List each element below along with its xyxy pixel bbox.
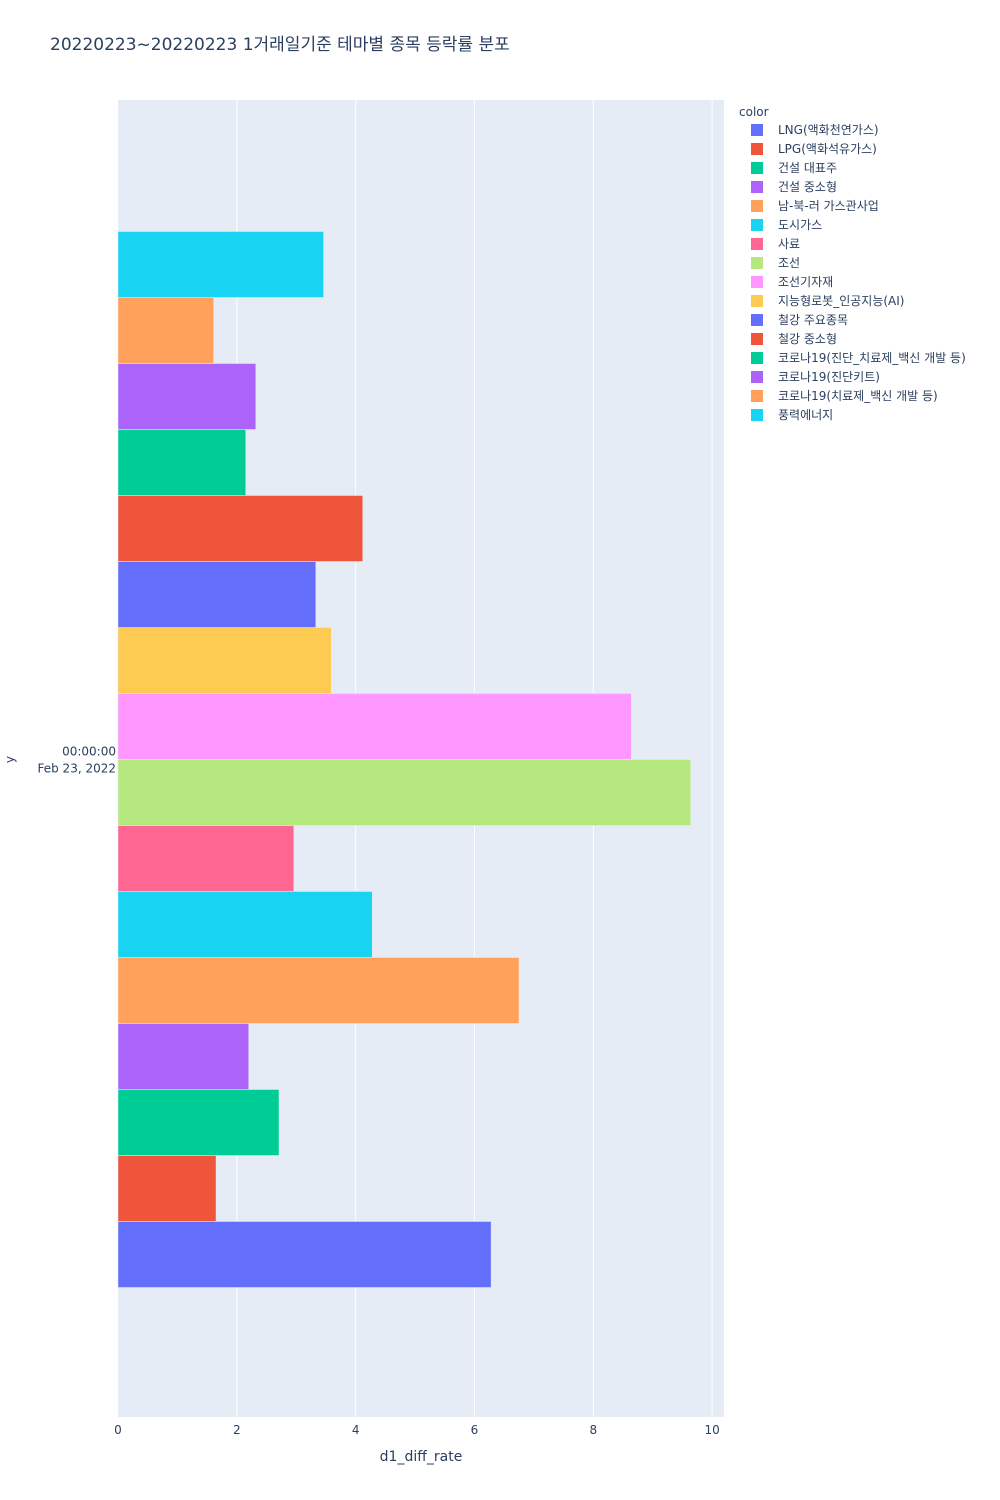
legend-label-7: 조선 bbox=[778, 256, 800, 270]
legend-swatch-10 bbox=[751, 314, 763, 326]
x-tick-label-8: 8 bbox=[589, 1423, 597, 1437]
bar-13 bbox=[117, 363, 257, 430]
legend-swatch-11 bbox=[751, 333, 763, 345]
legend-swatch-2 bbox=[751, 162, 763, 174]
y-axis-title: y bbox=[3, 756, 17, 763]
bar-15 bbox=[117, 231, 324, 298]
legend-label-13: 코로나19(진단키트) bbox=[778, 370, 880, 384]
legend-label-5: 도시가스 bbox=[778, 218, 822, 232]
legend-label-1: LPG(액화석유가스) bbox=[778, 142, 877, 156]
bar-6 bbox=[117, 825, 295, 892]
legend-swatch-6 bbox=[751, 238, 763, 250]
legend-swatch-0 bbox=[751, 124, 763, 136]
legend-swatch-12 bbox=[751, 352, 763, 364]
legend-label-0: LNG(액화천연가스) bbox=[778, 122, 879, 137]
legend-swatch-9 bbox=[751, 295, 763, 307]
x-tick-label-10: 10 bbox=[704, 1423, 719, 1437]
bar-1 bbox=[117, 1155, 217, 1222]
x-tick-label-2: 2 bbox=[233, 1423, 241, 1437]
bar-8 bbox=[117, 693, 632, 760]
legend-label-4: 남-북-러 가스관사업 bbox=[778, 199, 879, 213]
legend-swatch-13 bbox=[751, 371, 763, 383]
legend-swatch-8 bbox=[751, 276, 763, 288]
x-tick-label-0: 0 bbox=[114, 1423, 122, 1437]
bar-14 bbox=[117, 297, 214, 364]
bar-0 bbox=[117, 1221, 492, 1288]
bar-3 bbox=[117, 1023, 249, 1090]
legend-swatch-1 bbox=[751, 143, 763, 155]
x-tick-label-4: 4 bbox=[352, 1423, 360, 1437]
y-tick-label-time: 00:00:00 bbox=[62, 745, 116, 759]
bar-2 bbox=[117, 1089, 280, 1156]
bar-10 bbox=[117, 561, 317, 628]
bar-5 bbox=[117, 891, 373, 958]
x-tick-label-6: 6 bbox=[471, 1423, 479, 1437]
bar-7 bbox=[117, 759, 691, 826]
legend-swatch-14 bbox=[751, 390, 763, 402]
x-axis-ticks: 0 2 4 6 8 10 bbox=[114, 1423, 720, 1437]
legend-title: color bbox=[739, 105, 769, 119]
legend-swatch-4 bbox=[751, 200, 763, 212]
legend-label-14: 코로나19(치료제_백신 개발 등) bbox=[778, 389, 938, 403]
legend-label-8: 조선기자재 bbox=[778, 275, 833, 289]
legend-label-10: 철강 주요종목 bbox=[778, 313, 848, 327]
bar-9 bbox=[117, 627, 332, 694]
chart-title: 20220223~20220223 1거래일기준 테마별 종목 등락률 분포 bbox=[50, 35, 510, 55]
legend-swatch-7 bbox=[751, 257, 763, 269]
legend-swatch-3 bbox=[751, 181, 763, 193]
legend-label-15: 풍력에너지 bbox=[778, 408, 833, 422]
bars bbox=[117, 231, 691, 1288]
legend-label-12: 코로나19(진단_치료제_백신 개발 등) bbox=[778, 351, 966, 365]
legend-swatch-5 bbox=[751, 219, 763, 231]
x-axis-title: d1_diff_rate bbox=[380, 1449, 463, 1465]
legend-label-9: 지능형로봇_인공지능(AI) bbox=[778, 294, 904, 308]
bar-4 bbox=[117, 957, 520, 1024]
legend-label-6: 사료 bbox=[778, 237, 800, 251]
y-tick-label-date: Feb 23, 2022 bbox=[38, 762, 117, 776]
legend-label-3: 건설 중소형 bbox=[778, 180, 837, 194]
legend-label-11: 철강 중소형 bbox=[778, 332, 837, 346]
legend-swatch-15 bbox=[751, 409, 763, 421]
bar-12 bbox=[117, 429, 246, 496]
legend-label-2: 건설 대표주 bbox=[778, 161, 837, 175]
bar-11 bbox=[117, 495, 364, 562]
